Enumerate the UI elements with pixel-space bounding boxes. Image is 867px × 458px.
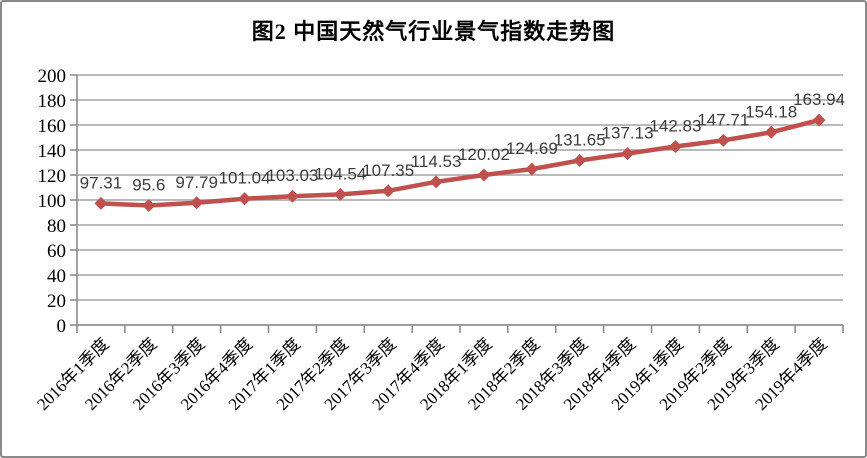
data-label: 124.69 [506,139,558,158]
data-point-marker [94,196,108,210]
data-label: 163.94 [793,90,845,109]
y-tick-label: 80 [47,216,66,237]
data-label: 114.53 [411,152,462,171]
y-tick-label: 60 [47,241,66,262]
data-point-marker [429,175,443,189]
y-axis-labels: 0 20 40 60 80 100 120 140 160 180 200 [38,66,67,337]
y-tick-label: 100 [38,191,67,212]
series-line [98,117,822,208]
data-point-marker [333,187,347,201]
series-polyline [98,117,822,208]
axes [70,74,844,333]
data-label: 97.79 [175,173,218,192]
data-point-marker [668,139,682,153]
data-label: 154.18 [745,102,797,121]
y-tick-label: 20 [47,291,66,312]
data-point-marker [525,162,539,176]
data-point-marker [381,184,395,198]
y-tick-label: 140 [38,141,67,162]
y-tick-label: 0 [57,316,67,337]
data-label: 95.6 [132,176,165,195]
y-tick-label: 200 [38,66,67,87]
data-label: 120.02 [458,145,510,164]
chart-title: 图2 中国天然气行业景气指数走势图 [251,19,616,44]
data-point-marker [190,196,204,210]
y-tick-label: 160 [38,116,67,137]
data-label: 147.71 [697,110,749,129]
data-point-marker [764,125,778,139]
data-label: 104.54 [314,164,366,183]
data-point-marker [621,147,635,161]
data-label: 97.31 [80,173,123,192]
y-tick-label: 120 [38,166,67,187]
data-points [94,113,826,212]
y-tick-label: 180 [38,91,67,112]
data-labels: 97.31 95.6 97.79 101.04103.03104.54107.3511… [80,90,845,194]
data-point-marker [142,199,156,212]
data-label: 101.04 [219,169,271,188]
data-point-marker [812,113,826,127]
x-axis-labels: 2016年1季度2016年2季度2016年3季度2016年4季度2017年1季度… [33,334,831,414]
data-point-marker [238,192,252,206]
data-point-marker [477,168,491,182]
gridlines [77,74,843,326]
y-tick-label: 40 [47,266,66,287]
data-label: 137.13 [602,124,654,143]
data-label: 107.35 [362,161,414,180]
data-label: 131.65 [554,130,606,149]
data-label: 142.83 [649,116,701,135]
data-point-marker [716,133,730,147]
data-label: 103.03 [266,166,318,185]
data-point-marker [285,189,299,203]
data-point-marker [573,153,587,167]
